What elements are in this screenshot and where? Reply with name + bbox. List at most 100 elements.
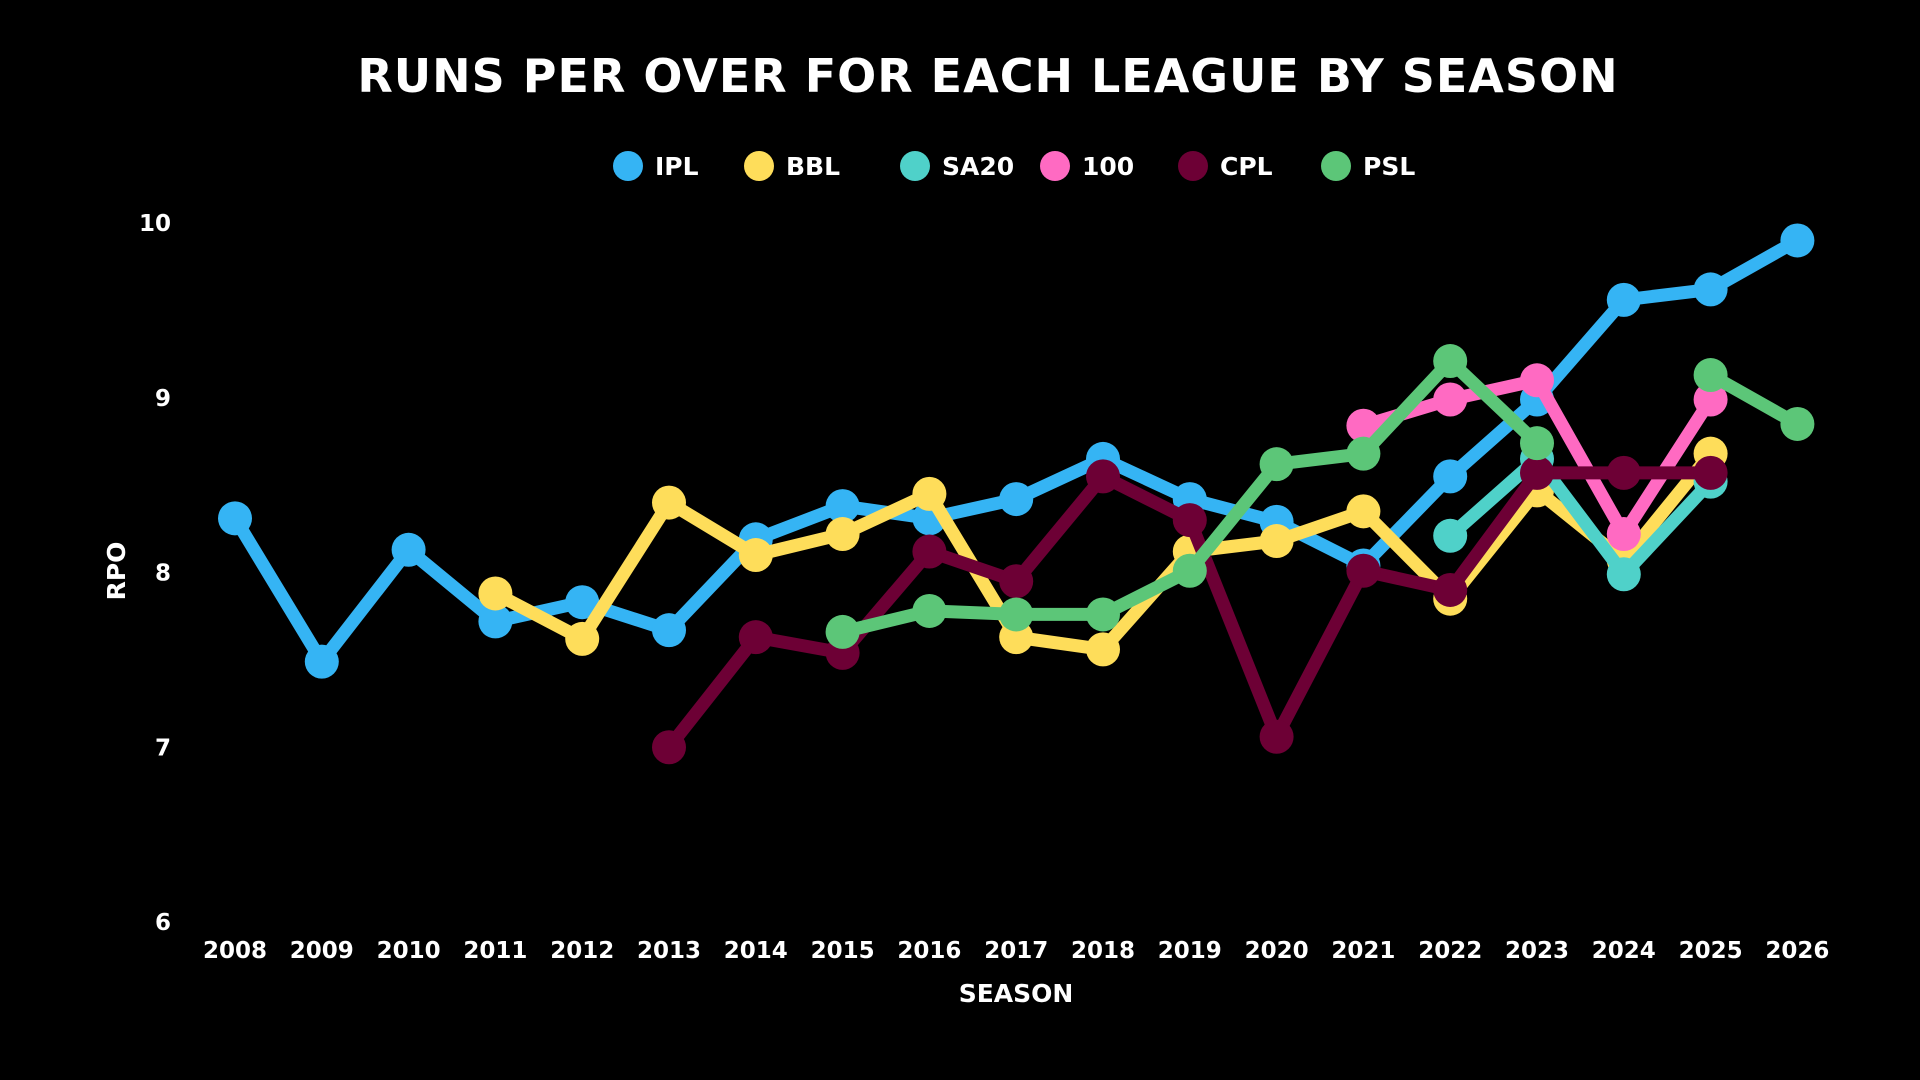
chart-title: RUNS PER OVER FOR EACH LEAGUE BY SEASON bbox=[357, 49, 1618, 103]
legend-marker-cpl bbox=[1178, 151, 1208, 181]
x-axis-ticks: 2008 2009 2010 2011 2012 2013 2014 2015 2016 2017… bbox=[203, 938, 1829, 964]
legend-label-100: 100 bbox=[1082, 152, 1134, 181]
data-point-100 bbox=[1433, 382, 1468, 417]
x-tick-label: 2016 bbox=[897, 938, 961, 964]
data-point-ipl bbox=[999, 482, 1034, 517]
series-layer bbox=[218, 223, 1815, 765]
data-point-cpl bbox=[1172, 503, 1207, 538]
data-point-100 bbox=[1346, 408, 1381, 443]
x-tick-label: 2015 bbox=[811, 938, 875, 964]
x-tick-label: 2008 bbox=[203, 938, 267, 964]
x-tick-label: 2026 bbox=[1765, 938, 1829, 964]
legend-marker-ipl bbox=[613, 151, 643, 181]
data-point-psl bbox=[1520, 426, 1554, 461]
data-point-cpl bbox=[652, 730, 686, 765]
x-tick-label: 2010 bbox=[377, 938, 441, 964]
data-point-ipl bbox=[391, 532, 426, 567]
data-point-cpl bbox=[738, 620, 773, 655]
legend-label-sa20: SA20 bbox=[942, 152, 1014, 181]
data-point-psl bbox=[912, 593, 947, 628]
data-point-psl bbox=[1259, 447, 1294, 482]
data-point-psl bbox=[1346, 436, 1381, 471]
data-point-bbl bbox=[652, 485, 686, 520]
y-axis-label: RPO bbox=[102, 542, 131, 601]
data-point-bbl bbox=[1346, 494, 1381, 529]
legend-marker-psl bbox=[1321, 151, 1351, 181]
legend: IPL BBL SA20 100 CPL PSL bbox=[613, 151, 1415, 181]
data-point-bbl bbox=[738, 538, 773, 573]
data-point-cpl bbox=[1433, 572, 1468, 607]
data-point-ipl bbox=[478, 604, 513, 639]
data-point-cpl bbox=[1693, 455, 1728, 490]
x-tick-label: 2019 bbox=[1158, 938, 1222, 964]
data-point-psl bbox=[1172, 553, 1207, 588]
data-point-ipl bbox=[1606, 282, 1641, 317]
x-axis-label: SEASON bbox=[959, 979, 1074, 1008]
data-point-bbl bbox=[1086, 632, 1120, 667]
data-point-psl bbox=[999, 597, 1034, 632]
series-100 bbox=[1346, 363, 1728, 552]
data-point-psl bbox=[1693, 358, 1728, 393]
x-tick-label: 2024 bbox=[1592, 938, 1656, 964]
legend-label-ipl: IPL bbox=[655, 152, 699, 181]
data-point-cpl bbox=[1259, 719, 1294, 754]
data-point-ipl bbox=[1780, 223, 1815, 258]
data-point-ipl bbox=[304, 644, 339, 679]
series-cpl bbox=[652, 455, 1728, 765]
x-tick-label: 2023 bbox=[1505, 938, 1569, 964]
data-point-cpl bbox=[999, 564, 1034, 599]
data-point-bbl bbox=[478, 576, 513, 611]
data-point-ipl bbox=[1693, 272, 1728, 307]
data-point-bbl bbox=[825, 517, 860, 552]
x-tick-label: 2014 bbox=[724, 938, 788, 964]
data-point-100 bbox=[1606, 517, 1641, 552]
data-point-ipl bbox=[652, 613, 686, 648]
legend-marker-bbl bbox=[744, 151, 774, 181]
data-point-cpl bbox=[912, 534, 947, 569]
x-tick-label: 2012 bbox=[550, 938, 614, 964]
data-point-psl bbox=[1433, 344, 1468, 379]
data-point-cpl bbox=[1520, 455, 1554, 490]
data-point-psl bbox=[1780, 406, 1815, 441]
data-point-bbl bbox=[565, 621, 600, 656]
data-point-cpl bbox=[1606, 455, 1641, 490]
legend-label-bbl: BBL bbox=[786, 152, 840, 181]
y-tick-label: 7 bbox=[155, 735, 171, 761]
y-tick-label: 8 bbox=[155, 561, 171, 587]
data-point-cpl bbox=[1086, 459, 1120, 494]
legend-label-cpl: CPL bbox=[1220, 152, 1273, 181]
data-point-100 bbox=[1520, 363, 1554, 398]
data-point-sa20 bbox=[1606, 557, 1641, 592]
series-psl bbox=[825, 344, 1815, 649]
legend-marker-100 bbox=[1040, 151, 1070, 181]
data-point-ipl bbox=[565, 585, 600, 620]
y-tick-label: 9 bbox=[155, 386, 171, 412]
data-point-sa20 bbox=[1433, 518, 1468, 553]
y-axis-ticks: 6 7 8 9 10 bbox=[139, 211, 171, 936]
x-tick-label: 2022 bbox=[1418, 938, 1482, 964]
y-tick-label: 10 bbox=[139, 211, 171, 237]
x-tick-label: 2018 bbox=[1071, 938, 1135, 964]
x-tick-label: 2017 bbox=[984, 938, 1048, 964]
x-tick-label: 2020 bbox=[1245, 938, 1309, 964]
data-point-psl bbox=[825, 614, 860, 649]
data-point-bbl bbox=[912, 476, 947, 511]
data-point-100 bbox=[1693, 382, 1728, 417]
data-point-psl bbox=[1086, 597, 1120, 632]
legend-label-psl: PSL bbox=[1363, 152, 1415, 181]
x-tick-label: 2013 bbox=[637, 938, 701, 964]
legend-marker-sa20 bbox=[900, 151, 930, 181]
data-point-ipl bbox=[1433, 459, 1468, 494]
x-tick-label: 2021 bbox=[1331, 938, 1395, 964]
data-point-bbl bbox=[1259, 524, 1294, 559]
x-tick-label: 2011 bbox=[463, 938, 527, 964]
data-point-ipl bbox=[218, 501, 252, 536]
data-point-ipl bbox=[825, 489, 860, 524]
y-tick-label: 6 bbox=[155, 910, 171, 936]
series-line-sa20 bbox=[1443, 452, 1718, 581]
series-bbl bbox=[478, 436, 1728, 667]
x-tick-label: 2009 bbox=[290, 938, 354, 964]
data-point-cpl bbox=[1346, 553, 1381, 588]
